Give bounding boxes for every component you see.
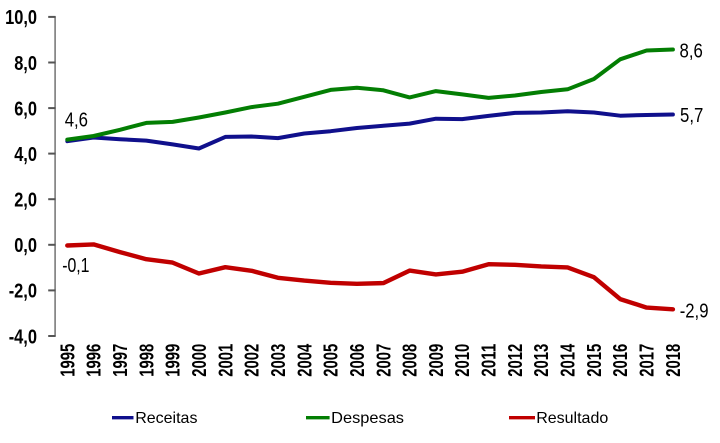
svg-text:-2,9: -2,9: [680, 301, 709, 323]
svg-text:2006: 2006: [347, 344, 369, 377]
svg-text:2015: 2015: [584, 344, 606, 377]
svg-text:0,0: 0,0: [14, 235, 37, 257]
svg-text:-4,0: -4,0: [9, 326, 37, 348]
svg-text:2018: 2018: [663, 344, 685, 377]
svg-text:2012: 2012: [505, 344, 527, 377]
svg-text:2016: 2016: [610, 344, 632, 377]
svg-text:2013: 2013: [531, 344, 553, 377]
svg-text:8,6: 8,6: [680, 40, 703, 62]
svg-text:2017: 2017: [637, 344, 659, 377]
svg-text:2002: 2002: [242, 344, 264, 377]
svg-text:Receitas: Receitas: [135, 410, 197, 427]
svg-text:1999: 1999: [163, 344, 185, 377]
svg-text:2008: 2008: [400, 344, 422, 377]
svg-text:5,7: 5,7: [680, 105, 703, 127]
svg-text:4,0: 4,0: [14, 144, 37, 166]
svg-text:Despesas: Despesas: [331, 410, 404, 427]
svg-text:1997: 1997: [110, 344, 132, 377]
svg-text:4,6: 4,6: [65, 109, 88, 131]
svg-text:Resultado: Resultado: [536, 410, 608, 427]
svg-text:2005: 2005: [321, 344, 343, 377]
svg-text:2001: 2001: [215, 344, 237, 377]
svg-text:2000: 2000: [189, 344, 211, 377]
svg-text:2003: 2003: [268, 344, 290, 377]
svg-text:6,0: 6,0: [14, 98, 37, 120]
svg-text:1998: 1998: [136, 344, 158, 377]
svg-text:2011: 2011: [479, 344, 501, 377]
svg-text:2007: 2007: [373, 344, 395, 377]
svg-text:-2,0: -2,0: [9, 281, 37, 303]
svg-text:2004: 2004: [294, 343, 316, 377]
svg-text:10,0: 10,0: [5, 7, 37, 29]
svg-text:2,0: 2,0: [14, 190, 37, 212]
svg-text:1995: 1995: [57, 344, 79, 377]
svg-text:2009: 2009: [426, 344, 448, 377]
svg-text:2014: 2014: [558, 343, 580, 377]
svg-text:-0,1: -0,1: [62, 255, 89, 277]
svg-text:2010: 2010: [452, 344, 474, 377]
svg-text:8,0: 8,0: [14, 53, 37, 75]
svg-text:1996: 1996: [84, 344, 106, 377]
